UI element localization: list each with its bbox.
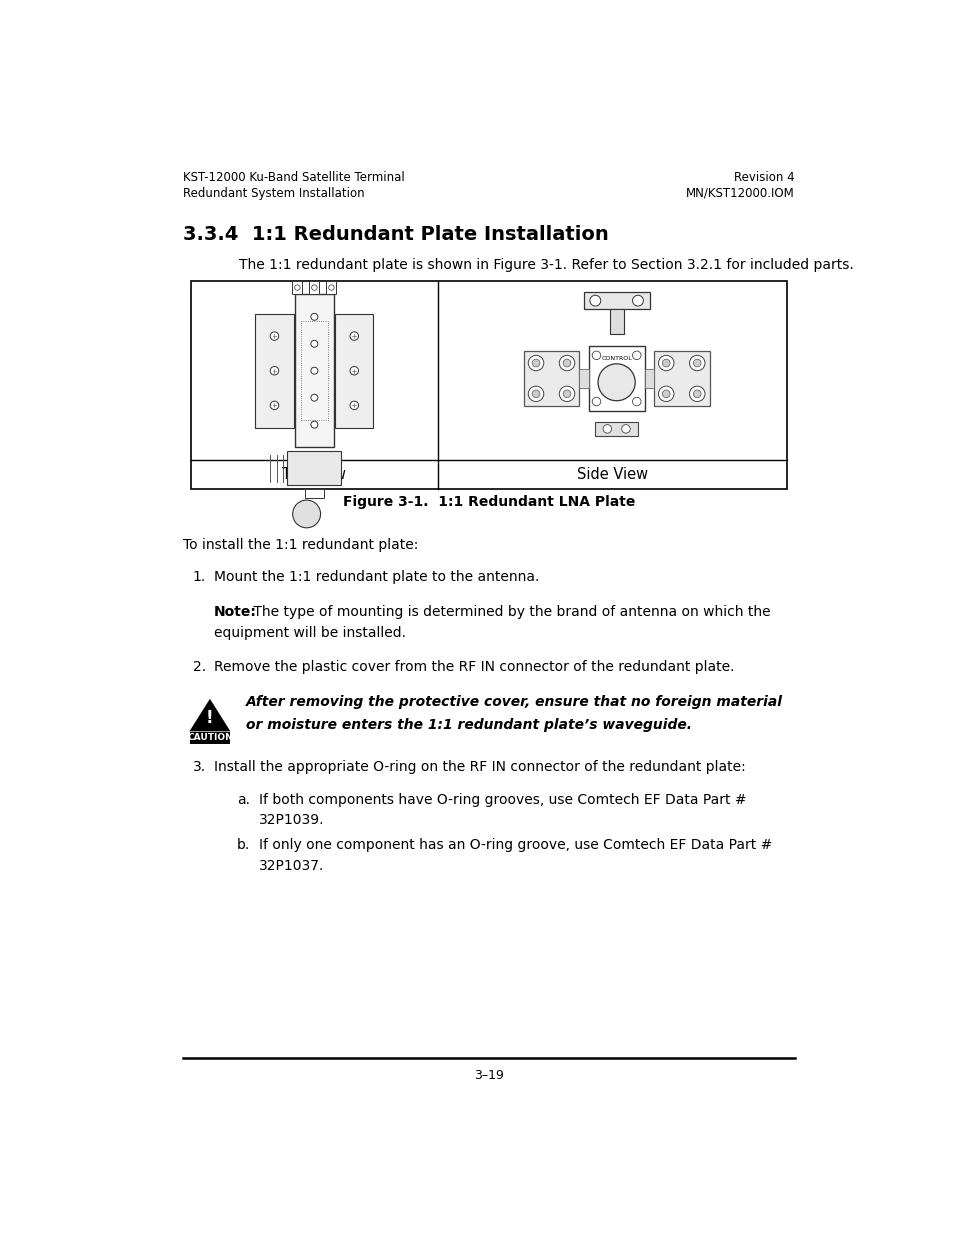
Circle shape: [528, 356, 543, 370]
Circle shape: [589, 295, 600, 306]
Text: Top View: Top View: [282, 467, 346, 482]
Text: equipment will be installed.: equipment will be installed.: [213, 626, 405, 640]
Circle shape: [602, 425, 611, 433]
Circle shape: [621, 425, 630, 433]
Text: If only one component has an O-ring groove, use Comtech EF Data Part #: If only one component has an O-ring groo…: [258, 839, 771, 852]
Bar: [578, 369, 588, 388]
Bar: [583, 293, 649, 309]
Text: Figure 3-1.  1:1 Redundant LNA Plate: Figure 3-1. 1:1 Redundant LNA Plate: [342, 495, 635, 510]
Text: Revision 4: Revision 4: [734, 172, 794, 184]
Bar: [653, 351, 709, 406]
Circle shape: [294, 285, 300, 290]
Text: 32P1037.: 32P1037.: [258, 858, 324, 873]
Text: If both components have O-ring grooves, use Comtech EF Data Part #: If both components have O-ring grooves, …: [258, 793, 745, 806]
Text: Remove the plastic cover from the RF IN connector of the redundant plate.: Remove the plastic cover from the RF IN …: [213, 661, 734, 674]
Text: !: !: [206, 709, 213, 726]
Circle shape: [311, 341, 317, 347]
Text: Note:: Note:: [213, 605, 256, 619]
Circle shape: [270, 367, 278, 375]
Circle shape: [311, 394, 317, 401]
Circle shape: [528, 387, 543, 401]
Bar: [287, 451, 341, 485]
Circle shape: [558, 387, 574, 401]
Circle shape: [293, 500, 320, 527]
Circle shape: [658, 387, 673, 401]
Text: CAUTION: CAUTION: [187, 734, 233, 742]
Circle shape: [693, 359, 700, 367]
Text: After removing the protective cover, ensure that no foreign material: After removing the protective cover, ens…: [246, 695, 782, 709]
Text: 1.: 1.: [193, 571, 206, 584]
Text: The type of mounting is determined by the brand of antenna on which the: The type of mounting is determined by th…: [249, 605, 769, 619]
Circle shape: [632, 398, 640, 406]
Bar: [523, 351, 578, 406]
Circle shape: [658, 356, 673, 370]
Text: KST-12000 Ku-Band Satellite Terminal: KST-12000 Ku-Band Satellite Terminal: [183, 172, 404, 184]
Circle shape: [693, 390, 700, 398]
Circle shape: [311, 421, 317, 429]
Circle shape: [312, 285, 316, 290]
Bar: [190, 732, 230, 743]
Text: 2.: 2.: [193, 661, 206, 674]
Text: b.: b.: [236, 839, 250, 852]
Circle shape: [350, 367, 358, 375]
Bar: [644, 369, 653, 388]
Text: To install the 1:1 redundant plate:: To install the 1:1 redundant plate:: [183, 537, 417, 552]
Text: Mount the 1:1 redundant plate to the antenna.: Mount the 1:1 redundant plate to the ant…: [213, 571, 538, 584]
Circle shape: [350, 401, 358, 410]
Circle shape: [311, 367, 317, 374]
Circle shape: [598, 364, 635, 401]
Circle shape: [632, 351, 640, 359]
Circle shape: [562, 390, 570, 398]
Circle shape: [558, 356, 574, 370]
Circle shape: [532, 390, 539, 398]
Bar: [191, 282, 786, 489]
Circle shape: [661, 390, 669, 398]
Bar: [335, 314, 373, 427]
Bar: [588, 346, 644, 411]
Text: 3–19: 3–19: [474, 1070, 503, 1082]
Circle shape: [270, 401, 278, 410]
Polygon shape: [192, 700, 229, 730]
Text: Redundant System Installation: Redundant System Installation: [183, 186, 364, 200]
Circle shape: [270, 332, 278, 341]
Text: 3.3.4  1:1 Redundant Plate Installation: 3.3.4 1:1 Redundant Plate Installation: [183, 225, 608, 245]
Circle shape: [689, 387, 704, 401]
Circle shape: [592, 351, 600, 359]
Text: or moisture enters the 1:1 redundant plate’s waveguide.: or moisture enters the 1:1 redundant pla…: [246, 718, 692, 732]
Circle shape: [592, 398, 600, 406]
Circle shape: [329, 285, 334, 290]
Bar: [304, 489, 324, 498]
Bar: [300, 321, 328, 420]
Circle shape: [311, 314, 317, 320]
Text: 3.: 3.: [193, 761, 206, 774]
Bar: [595, 422, 638, 436]
Text: Side View: Side View: [577, 467, 648, 482]
Text: The 1:1 redundant plate is shown in Figure 3-1. Refer to Section 3.2.1 for inclu: The 1:1 redundant plate is shown in Figu…: [238, 258, 852, 272]
Bar: [326, 282, 336, 294]
Circle shape: [689, 356, 704, 370]
Bar: [255, 314, 294, 427]
Circle shape: [632, 295, 642, 306]
Text: CONTROL: CONTROL: [600, 357, 631, 362]
Circle shape: [532, 359, 539, 367]
Text: MN/KST12000.IOM: MN/KST12000.IOM: [685, 186, 794, 200]
Bar: [294, 294, 334, 447]
Bar: [292, 282, 302, 294]
Circle shape: [350, 332, 358, 341]
Circle shape: [661, 359, 669, 367]
Bar: [309, 282, 319, 294]
Text: Install the appropriate O-ring on the RF IN connector of the redundant plate:: Install the appropriate O-ring on the RF…: [213, 761, 744, 774]
Text: 32P1039.: 32P1039.: [258, 814, 324, 827]
Bar: [609, 309, 623, 333]
Circle shape: [562, 359, 570, 367]
Text: a.: a.: [236, 793, 250, 806]
